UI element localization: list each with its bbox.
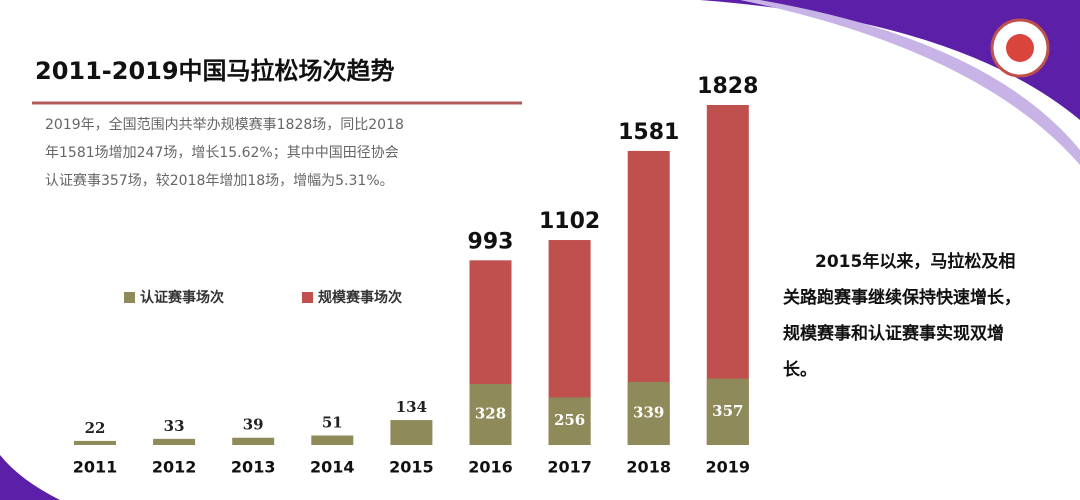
- chart-title: 2011-2019中国马拉松场次趋势: [35, 57, 395, 85]
- bar: [390, 420, 433, 445]
- decoration: [0, 455, 60, 500]
- x-tick-label: 2016: [468, 458, 513, 477]
- note-line: 长。: [783, 359, 817, 380]
- bar: [706, 378, 749, 445]
- bar: [232, 437, 275, 445]
- note-line: 2015年以来，马拉松及相: [815, 251, 1015, 272]
- legend-swatch: [124, 292, 135, 303]
- value-label: 339: [633, 403, 664, 421]
- description-line: 认证赛事357场，较2018年增加18场，增幅为5.31%。: [45, 173, 394, 189]
- x-tick-label: 2017: [547, 458, 592, 477]
- value-label: 51: [322, 414, 343, 432]
- bar: [548, 397, 591, 445]
- description-line: 年1581场增加247场，增长15.62%；其中中国田径协会: [45, 145, 399, 161]
- legend-label: 规模赛事场次: [318, 289, 402, 306]
- value-label: 22: [85, 419, 106, 437]
- x-tick-label: 2018: [626, 458, 671, 477]
- bar: [469, 383, 512, 445]
- value-label: 33: [164, 417, 185, 435]
- bar: [627, 381, 670, 445]
- value-label: 328: [475, 404, 506, 422]
- value-label: 1828: [697, 74, 758, 99]
- bar: [311, 435, 354, 445]
- x-tick-label: 2012: [152, 458, 197, 477]
- legend-swatch: [302, 292, 313, 303]
- logo: [1006, 34, 1034, 62]
- value-label: 39: [243, 416, 264, 434]
- note-line: 关路跑赛事继续保持快速增长，: [783, 287, 1021, 308]
- x-tick-label: 2013: [231, 458, 276, 477]
- value-label: 134: [396, 398, 427, 416]
- note-line: 规模赛事和认证赛事实现双增: [783, 323, 1004, 344]
- decoration: [700, 0, 1080, 120]
- x-tick-label: 2015: [389, 458, 434, 477]
- value-label: 256: [554, 411, 585, 429]
- value-label: 993: [468, 229, 514, 254]
- description-line: 2019年，全国范围内共举办规模赛事1828场，同比2018: [45, 116, 404, 133]
- x-tick-label: 2019: [706, 458, 751, 477]
- value-label: 1581: [618, 120, 679, 145]
- value-label: 357: [712, 402, 743, 420]
- value-label: 1102: [539, 209, 600, 234]
- x-tick-label: 2011: [73, 458, 118, 477]
- x-tick-label: 2014: [310, 458, 355, 477]
- bar: [74, 440, 116, 445]
- legend-label: 认证赛事场次: [140, 289, 224, 306]
- bar: [153, 438, 196, 445]
